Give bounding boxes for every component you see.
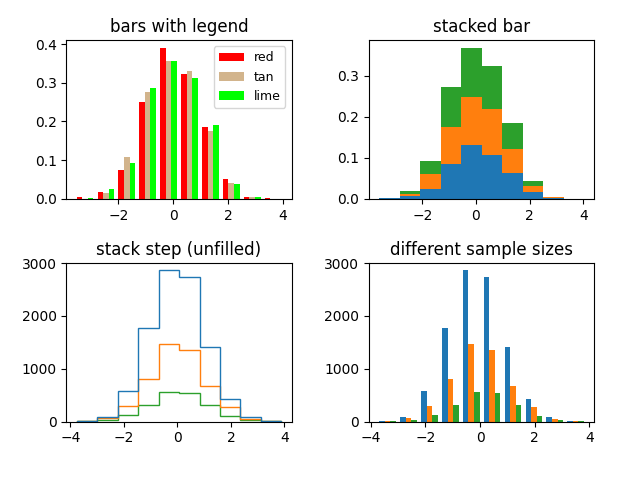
Bar [482, 155, 502, 199]
Bar [543, 198, 564, 199]
Title: stack step (unfilled): stack step (unfilled) [97, 240, 262, 259]
Bar [552, 419, 557, 421]
Bar [557, 420, 563, 421]
Bar [400, 196, 420, 199]
Bar [474, 392, 479, 421]
Bar [523, 181, 543, 186]
Bar [166, 61, 172, 199]
Bar [130, 163, 135, 199]
Bar [537, 416, 542, 421]
Bar [400, 191, 420, 194]
Bar [495, 393, 500, 421]
Bar [400, 417, 406, 421]
Bar [502, 123, 523, 149]
Bar [234, 184, 239, 199]
Bar [406, 418, 412, 421]
Bar [502, 149, 523, 173]
Bar [223, 179, 228, 199]
Bar [244, 197, 250, 199]
Bar [463, 270, 468, 421]
Bar [502, 173, 523, 199]
Bar [77, 197, 83, 199]
Bar [516, 405, 522, 421]
Bar [145, 92, 150, 199]
Bar [420, 174, 441, 189]
Bar [441, 127, 461, 165]
Bar [172, 61, 177, 199]
Bar [140, 102, 145, 199]
Title: different sample sizes: different sample sizes [390, 240, 573, 259]
Bar [523, 192, 543, 199]
Bar [461, 48, 482, 96]
Bar [453, 405, 459, 421]
Bar [427, 406, 432, 421]
Bar [213, 125, 219, 199]
Bar [531, 408, 537, 421]
Bar [207, 131, 213, 199]
Title: stacked bar: stacked bar [433, 18, 531, 36]
Bar [490, 350, 495, 421]
Bar [525, 399, 531, 421]
Bar [109, 189, 115, 199]
Bar [442, 328, 447, 421]
Bar [118, 169, 124, 199]
Bar [441, 87, 461, 127]
Bar [484, 277, 490, 421]
Bar [543, 197, 564, 198]
Bar [181, 73, 187, 199]
Bar [482, 66, 502, 109]
Bar [228, 183, 234, 199]
Bar [447, 379, 453, 421]
Bar [160, 48, 166, 199]
Bar [103, 193, 109, 199]
Bar [400, 194, 420, 196]
Bar [250, 197, 255, 199]
Title: bars with legend: bars with legend [109, 18, 248, 36]
Bar [88, 198, 93, 199]
Bar [265, 198, 270, 199]
Bar [420, 161, 441, 174]
Bar [468, 344, 474, 421]
Bar [192, 78, 198, 199]
Bar [505, 347, 510, 421]
Bar [202, 127, 207, 199]
Bar [510, 386, 516, 421]
Bar [420, 189, 441, 199]
Bar [255, 197, 260, 199]
Bar [461, 145, 482, 199]
Bar [482, 109, 502, 155]
Bar [380, 198, 400, 199]
Bar [150, 88, 156, 199]
Bar [97, 192, 103, 199]
Bar [547, 417, 552, 421]
Bar [187, 71, 192, 199]
Bar [412, 420, 417, 421]
Legend: red, tan, lime: red, tan, lime [214, 47, 285, 108]
Bar [461, 96, 482, 145]
Bar [432, 415, 438, 421]
Bar [124, 157, 130, 199]
Bar [523, 186, 543, 192]
Bar [441, 165, 461, 199]
Bar [421, 391, 427, 421]
